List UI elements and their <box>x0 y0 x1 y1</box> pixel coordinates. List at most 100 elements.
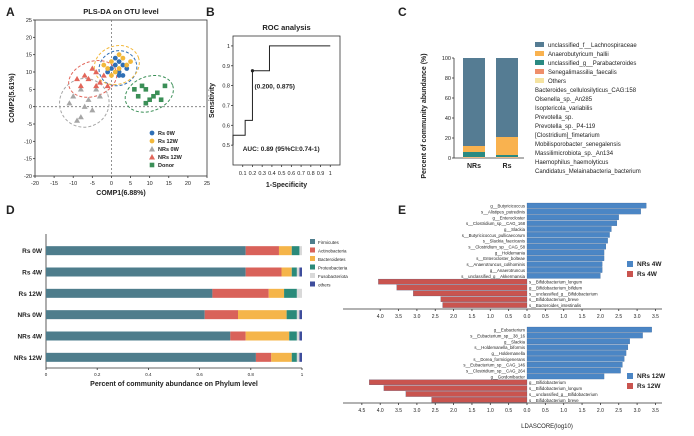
plsda-point <box>70 93 77 99</box>
phylum-legend-label: others <box>318 283 331 288</box>
lefse-bar-label: s__Bifidobacterium_breve <box>529 398 579 403</box>
lefse-bar-label: g__Eubacterium <box>494 328 526 333</box>
plsda-ytick-label: 20 <box>26 35 32 41</box>
phylum-bar-segment <box>291 352 297 362</box>
plsda-ellipse-4 <box>124 74 174 113</box>
plsda-point <box>89 107 96 113</box>
lefse-bar-label: s__Eubacterium_sp__38_16 <box>470 333 525 338</box>
plsda-legend-marker <box>149 154 155 160</box>
plsda-legend-marker <box>149 138 155 144</box>
roc-xtick-label: 0.9 <box>317 171 325 177</box>
lefse-xtick-label: 0.0 <box>524 408 531 414</box>
plsda-legend-label: Rs 12W <box>158 139 179 145</box>
roc-xtick-label: 1 <box>329 171 332 177</box>
lefse-xtick-label: 4.0 <box>377 314 384 320</box>
lefse-bar-label: s__Clostridium_sp__CAG_264 <box>466 369 526 374</box>
lefse-xtick-label: 0.5 <box>505 408 512 414</box>
lefse-bar-label: s__unclassified_g__Akkermansia <box>461 274 525 279</box>
lefse-xlabel: LDASCORE(log10) <box>521 424 573 430</box>
comp-legend-extra: [Clostridium]_fimetarium <box>535 133 600 139</box>
plsda-point <box>93 86 100 92</box>
lefse-legend-swatch <box>627 261 633 267</box>
lefse-bar-label: s__Clostridium_sp__CAG_168 <box>466 221 526 226</box>
plsda-ytick-label: 0 <box>29 105 32 111</box>
lefse-bar <box>383 385 528 391</box>
roc-xtick-label: 0.3 <box>258 171 266 177</box>
plsda-point <box>128 59 133 64</box>
phylum-bar-segment <box>238 310 287 320</box>
panel-label-d: D <box>6 203 15 217</box>
lefse-legend-label: Rs 4W <box>637 271 658 278</box>
phylum-xtick-label: 0.6 <box>196 372 203 377</box>
lefse-xtick-label: 1.5 <box>468 314 475 320</box>
comp-category-label: NRs <box>467 163 481 170</box>
roc-ytick-label: 0.9 <box>222 64 230 70</box>
phylum-xlabel: Percent of community abundance on Phylum… <box>90 381 258 388</box>
phylum-category-label: NRs 0W <box>17 312 42 319</box>
lefse-bar-label: g__Slackia <box>504 339 526 344</box>
roc-curve <box>232 45 331 146</box>
plsda-point <box>89 65 96 71</box>
lefse-bar <box>526 362 623 368</box>
lefse-xtick-label: 3.5 <box>395 408 402 414</box>
comp-legend-extra: Haemophilus_haemolyticus <box>535 160 608 166</box>
lefse-xtick-label: 3.0 <box>634 314 641 320</box>
roc-xtick-label: 0.5 <box>278 171 286 177</box>
phylum-bar-segment <box>230 331 246 341</box>
lefse-bar <box>526 344 629 350</box>
phylum-bar-segment <box>245 331 290 341</box>
phylum-category-label: NRs 12W <box>14 355 43 362</box>
phylum-bar-segment <box>46 331 231 341</box>
lefse-bar-label: s__Dorea_formicigenerans <box>473 357 525 362</box>
roc-xlabel: 1-Specificity <box>266 182 307 189</box>
plsda-point <box>93 69 100 75</box>
plsda-point <box>101 62 107 68</box>
lefse-bar <box>526 332 643 339</box>
plsda-frame <box>34 19 208 177</box>
lefse-bar-label: s__Eubacterium_sp__CAG_146 <box>463 363 525 368</box>
comp-legend-swatch <box>535 69 544 74</box>
plsda-point <box>135 93 141 99</box>
lefse-xtick-label: 2.0 <box>450 314 457 320</box>
phylum-bar-segment <box>291 246 300 256</box>
phylum-bar-segment <box>296 288 302 298</box>
lefse-bar <box>526 356 625 362</box>
lefse-bar <box>405 391 528 397</box>
roc-marked-label: (0.200, 0.875) <box>254 84 294 91</box>
plsda-point <box>158 97 164 103</box>
lefse-bar <box>413 290 528 297</box>
comp-legend-swatch <box>535 60 544 65</box>
lefse-bar <box>526 232 610 238</box>
lefse-xtick-label: 2.0 <box>597 314 604 320</box>
panel-label-c: C <box>398 5 407 19</box>
phylum-legend-swatch <box>310 256 315 261</box>
phylum-legend-swatch <box>310 281 315 287</box>
plsda-point <box>100 72 107 78</box>
plsda-ytick-label: -15 <box>24 157 32 163</box>
phylum-legend-label: Firmicutes <box>318 240 340 245</box>
comp-legend-swatch <box>535 51 544 56</box>
phylum-bar-segment <box>46 246 246 256</box>
comp-ytick-label: 20 <box>445 136 451 142</box>
phylum-bar-segment <box>299 331 302 341</box>
panel-label-a: A <box>6 5 15 19</box>
roc-xtick-label: 0.7 <box>297 171 305 177</box>
plsda-point <box>143 87 149 92</box>
plsda-point <box>162 83 168 89</box>
comp-legend-label: unclassified_g__Parabacteroides <box>548 61 636 67</box>
lefse-xtick-label: 1.5 <box>468 408 475 414</box>
plsda-point <box>112 69 118 75</box>
lefse-xtick-label: 1.5 <box>579 408 586 414</box>
roc-ytick-label: 1 <box>227 44 230 50</box>
lefse-xtick-label: 3.0 <box>634 408 641 414</box>
lefse-xtick-label: 0.5 <box>542 408 549 414</box>
plsda-xlabel: COMP1(6.88%) <box>96 190 145 197</box>
lefse-bar <box>526 338 630 345</box>
lefse-legend-label: NRs 4W <box>637 261 662 268</box>
roc-title: ROC analysis <box>262 23 310 32</box>
plsda-point <box>96 79 103 85</box>
roc-ylabel: Sensitivity <box>209 83 216 118</box>
plsda-point <box>132 87 137 92</box>
phylum-bar-segment <box>281 267 292 277</box>
phylum-xtick-label: 0 <box>45 372 48 377</box>
